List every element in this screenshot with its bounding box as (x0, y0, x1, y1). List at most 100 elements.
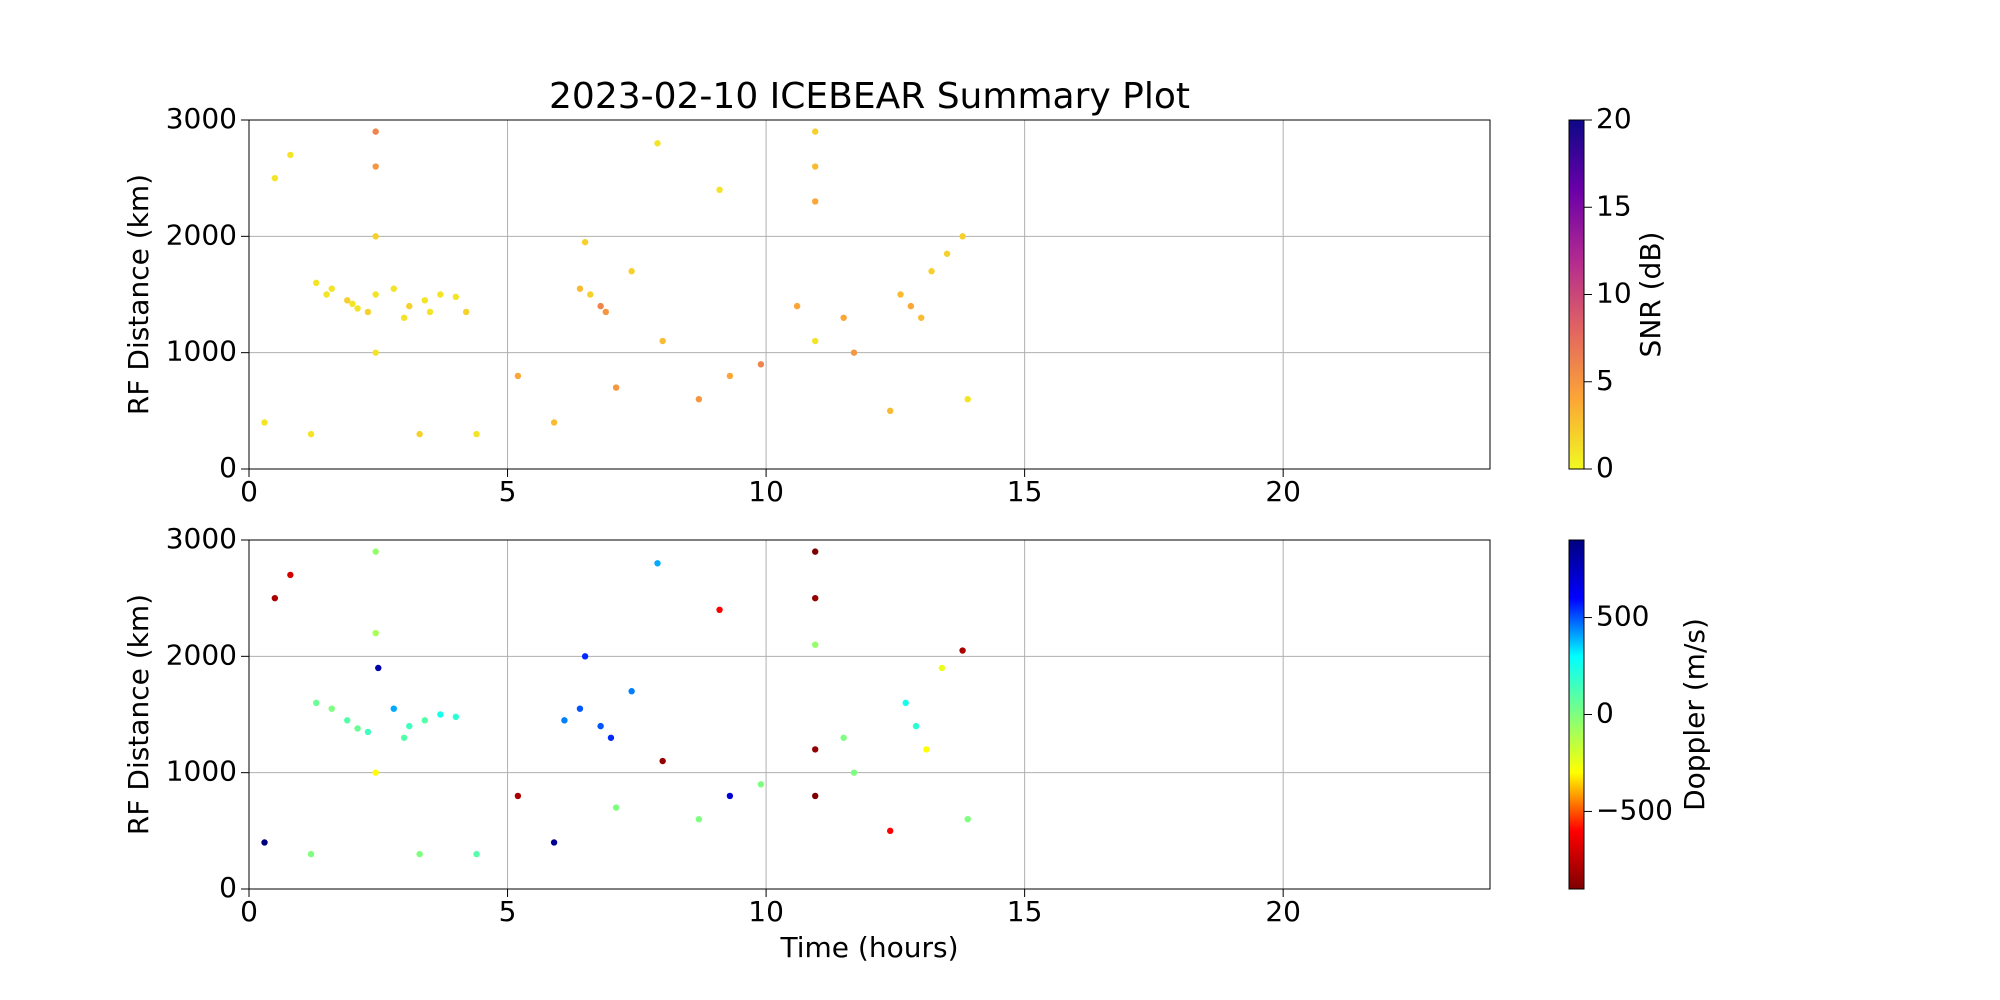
point (576, 705, 584, 712)
point (406, 302, 413, 310)
point (757, 361, 765, 368)
point (390, 705, 397, 712)
point (372, 349, 379, 356)
point (390, 285, 397, 292)
point (372, 629, 379, 637)
point (452, 713, 460, 721)
point (959, 233, 966, 240)
point (695, 396, 703, 403)
y-tick-label: 1000 (166, 755, 237, 788)
chart-title: 2023-02-10 ICEBEAR Summary Plot (549, 76, 1190, 117)
point (850, 769, 858, 776)
point (307, 850, 315, 858)
plot-frame (248, 539, 1491, 890)
point (437, 291, 444, 298)
point (372, 548, 379, 555)
point (654, 140, 661, 147)
x-tick-label: 0 (240, 895, 258, 928)
point (462, 308, 470, 316)
point (964, 816, 971, 823)
x-axis-label: Time (hours) (780, 931, 959, 964)
point (726, 372, 734, 380)
point (307, 430, 315, 438)
point (793, 302, 801, 310)
point (918, 314, 925, 321)
point (886, 407, 894, 415)
point (886, 827, 894, 835)
colorbar-tick-label: 5 (1596, 364, 1614, 397)
x-tick-label: 5 (499, 475, 517, 508)
point (840, 314, 847, 321)
y-tick-label: 0 (219, 871, 237, 904)
point (437, 711, 444, 718)
point (602, 308, 609, 316)
point (964, 396, 971, 403)
point (372, 163, 379, 170)
point (628, 268, 635, 275)
colorbar-tick-label: 15 (1596, 189, 1632, 222)
x-tick-label: 20 (1265, 895, 1301, 928)
point (287, 151, 294, 159)
point (812, 746, 819, 753)
point (907, 302, 915, 310)
point (840, 734, 847, 741)
point (850, 349, 858, 356)
plot-frame (248, 119, 1491, 470)
point (349, 300, 356, 308)
point (344, 717, 351, 724)
point (576, 285, 584, 292)
colorbar-tick-label: −500 (1596, 793, 1673, 826)
point (271, 594, 279, 602)
point (757, 781, 765, 788)
point (902, 699, 909, 707)
point (612, 804, 620, 811)
point (923, 746, 930, 753)
point (612, 384, 620, 391)
y-tick-label: 1000 (166, 335, 237, 368)
point (514, 372, 522, 380)
point (406, 722, 413, 730)
point (416, 850, 423, 858)
x-tick-label: 20 (1265, 475, 1301, 508)
point (812, 337, 819, 345)
point (354, 725, 361, 732)
colorbar (1568, 119, 1585, 470)
point (716, 606, 723, 613)
point (313, 699, 320, 707)
point (928, 268, 935, 275)
point (550, 839, 558, 846)
y-tick-label: 2000 (166, 638, 237, 671)
point (364, 728, 372, 736)
colorbar-tick-label: 500 (1596, 600, 1649, 633)
point (716, 186, 723, 193)
point (695, 816, 703, 823)
point (597, 722, 604, 730)
point (372, 128, 379, 135)
point (812, 163, 819, 170)
point (261, 419, 268, 426)
colorbar-tick-label: 0 (1596, 451, 1614, 484)
point (271, 174, 279, 182)
y-tick-label: 2000 (166, 218, 237, 251)
y-axis-label: RF Distance (km) (122, 594, 155, 835)
point (654, 560, 661, 567)
point (607, 734, 615, 741)
point (938, 664, 946, 672)
point (726, 792, 734, 800)
point (812, 641, 819, 648)
y-tick-label: 3000 (166, 102, 237, 135)
point (452, 293, 460, 301)
x-tick-label: 10 (748, 895, 784, 928)
point (344, 297, 351, 304)
point (421, 297, 429, 304)
point (581, 238, 589, 246)
point (421, 717, 429, 724)
colorbar-tick-label: 10 (1596, 277, 1632, 310)
point (372, 769, 379, 776)
point (581, 653, 589, 660)
point (812, 198, 819, 205)
point (328, 285, 335, 292)
point (561, 717, 568, 724)
colorbar (1568, 539, 1585, 890)
